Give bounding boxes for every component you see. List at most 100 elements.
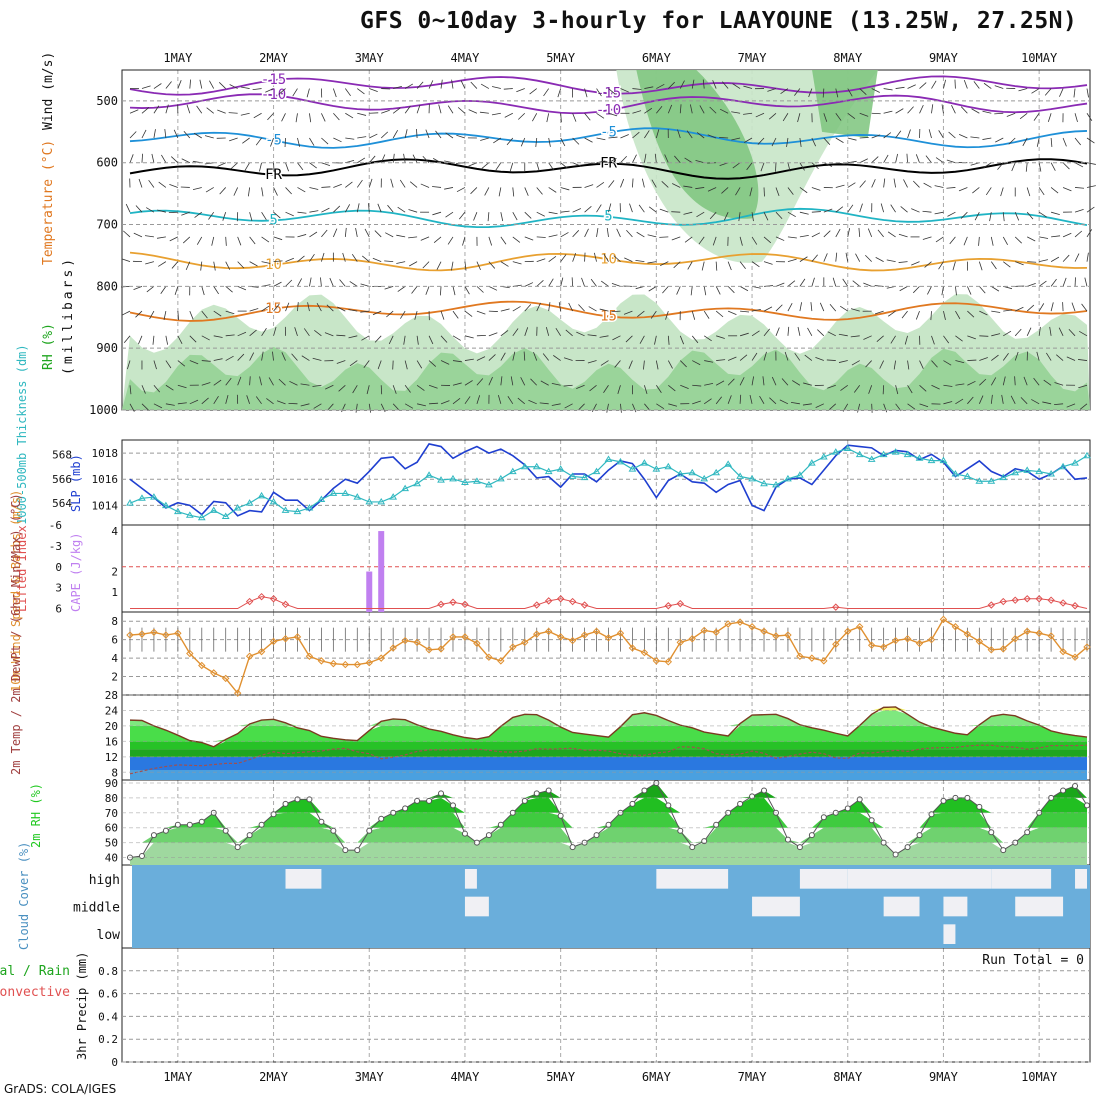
wind-barb — [1050, 256, 1060, 262]
top-day-label: 9MAY — [929, 51, 959, 65]
wind-barb — [563, 384, 573, 387]
wind-barb — [259, 162, 262, 172]
wind-barb — [420, 183, 430, 188]
wind-barb — [948, 131, 956, 139]
wind-barb — [847, 88, 853, 97]
wind-barb — [512, 351, 516, 361]
wind-barb — [408, 209, 418, 213]
wind-barb — [325, 384, 334, 390]
wind-barb — [447, 105, 454, 114]
wind-barb — [392, 130, 399, 139]
rh-tick-label: 80 — [105, 792, 118, 805]
wind-barb — [850, 308, 860, 312]
isotherm-label: FR — [265, 167, 282, 183]
wind-barb — [149, 310, 155, 320]
wind-barb — [887, 310, 896, 317]
wind-barb — [457, 107, 466, 114]
rh-marker — [366, 827, 373, 834]
wind-barb — [871, 88, 880, 93]
li-marker — [556, 595, 565, 603]
wind-barb — [428, 335, 434, 345]
wind-barb — [815, 356, 824, 361]
wind-barb — [847, 160, 857, 164]
wind-barb — [771, 137, 777, 147]
wind-barb — [205, 187, 214, 193]
wind-barb — [727, 261, 732, 271]
wind-barb — [255, 137, 262, 146]
wind-barb — [548, 187, 557, 193]
wind-barb — [1002, 212, 1005, 222]
wind-barb — [935, 157, 944, 164]
wind-barb — [321, 162, 331, 167]
wind-barb — [990, 261, 997, 270]
wind-barb — [273, 303, 280, 312]
temp-band — [130, 741, 1087, 750]
wind-barb — [138, 178, 143, 188]
wind-barb — [1014, 236, 1022, 244]
wind-barb — [420, 236, 430, 241]
wind-barb — [587, 360, 597, 364]
wind-barb — [1014, 328, 1022, 337]
wind-barb — [990, 394, 993, 404]
cape-ylabel-left: Lifted Index — [15, 525, 29, 612]
rh-marker — [378, 815, 385, 822]
wind-barb — [510, 376, 514, 386]
wind-barb — [1001, 394, 1004, 404]
cloud-patch — [752, 896, 800, 917]
wind-barb — [560, 187, 570, 191]
wind-marker — [844, 627, 852, 636]
wind-barb — [512, 328, 519, 337]
wind-barb — [452, 286, 456, 296]
wind-barb — [247, 187, 251, 197]
wind-barb — [994, 112, 1004, 115]
wind-barb — [429, 402, 439, 405]
wind-barb — [727, 286, 735, 294]
wind-barb — [656, 385, 662, 393]
wind-marker — [760, 627, 768, 636]
wind-barb — [1074, 113, 1078, 123]
wind-barb — [500, 261, 509, 267]
rh-marker — [150, 832, 157, 839]
wind-barb — [493, 137, 502, 144]
wind-barb — [237, 353, 245, 361]
rh-marker — [665, 802, 672, 809]
wind-barb — [560, 277, 564, 287]
wind-barb — [763, 212, 769, 221]
wind-marker — [915, 639, 924, 648]
thickness-marker — [209, 506, 218, 513]
wind-marker — [879, 643, 888, 651]
li-marker — [461, 600, 469, 609]
cape-axis-label: CAPE (J/kg) — [69, 533, 83, 612]
wind-barb — [925, 155, 932, 163]
wind-barb — [1038, 187, 1045, 196]
rh-marker — [988, 829, 995, 836]
wind-barb — [684, 157, 693, 164]
wind-barb — [292, 88, 298, 97]
wind-barb — [476, 286, 484, 293]
wind-barb — [696, 132, 705, 139]
temp-tick-label: 12 — [105, 751, 118, 764]
wind-barb — [336, 360, 346, 364]
wind-barb — [751, 212, 754, 222]
wind-barb — [163, 311, 167, 320]
wind-barb — [751, 376, 755, 386]
footer-credit: GrADS: COLA/IGES — [4, 1082, 117, 1096]
wind-barb — [880, 203, 885, 213]
wind-tick-label: 8 — [111, 615, 118, 628]
wind-barb — [542, 353, 550, 361]
rh-marker — [414, 797, 421, 804]
rh-marker — [1084, 802, 1090, 809]
wind-barb — [399, 179, 406, 188]
wind-marker — [245, 652, 254, 660]
wind-barb — [635, 259, 645, 263]
wind-barb — [723, 212, 729, 221]
wind-barb — [967, 310, 975, 318]
wind-barb — [581, 277, 585, 287]
wind-barb — [273, 187, 278, 196]
wind-barb — [572, 230, 580, 238]
wind-barb — [551, 403, 561, 406]
wind-barb — [890, 335, 896, 344]
wind-barb — [213, 358, 223, 361]
rh-band — [130, 812, 1087, 828]
wind-barb — [324, 332, 334, 337]
